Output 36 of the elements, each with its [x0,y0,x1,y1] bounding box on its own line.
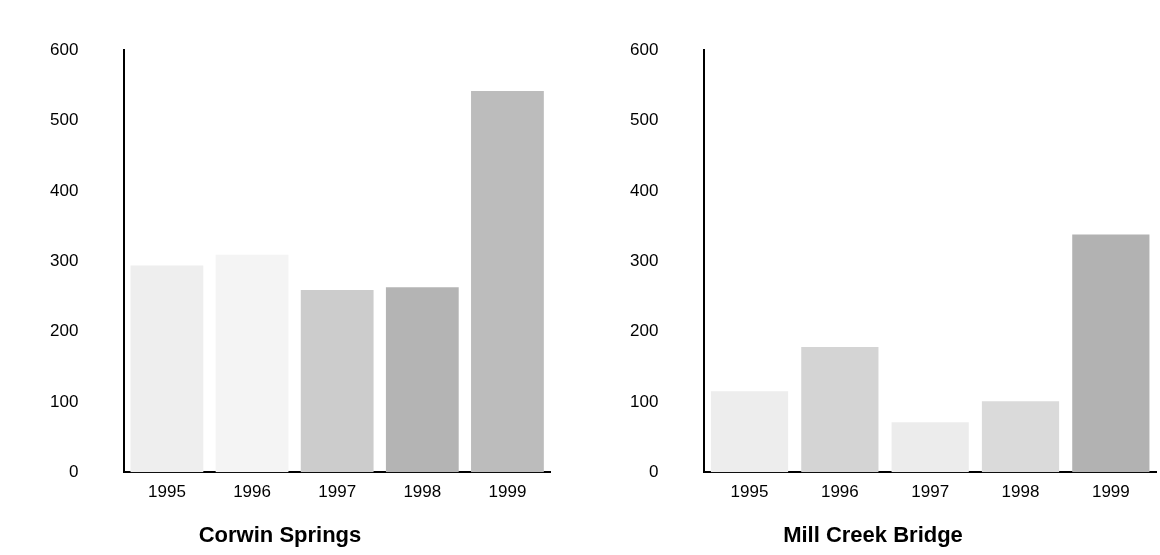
bar [130,265,204,473]
y-tick-label: 300 [49,250,79,270]
bar [300,290,374,473]
bar [1072,234,1150,473]
y-tick-label: 500 [629,110,659,130]
x-tick-label: 1998 [403,482,442,502]
bar [891,422,969,473]
bar [385,287,459,473]
y-tick-label: 300 [629,250,659,270]
text: Corwin Springs [198,521,362,547]
x-tick-label: 1996 [820,482,859,502]
x-tick-label: 1995 [148,482,186,502]
x-tick-label: 1998 [1001,482,1040,502]
y-tick-label: 0 [648,461,659,481]
text: Mill Creek Bridge [783,521,963,547]
bar [471,90,544,473]
y-tick-label: 100 [49,391,79,411]
bar [801,347,879,473]
y-tick-label: 400 [49,180,79,200]
bar [215,254,289,473]
bar [981,401,1060,473]
x-tick-label: 1996 [233,482,271,502]
bar [710,391,789,473]
x-tick-label: 1997 [911,482,950,502]
x-tick-label: 1999 [1091,482,1130,502]
x-tick-label: 1999 [488,482,527,502]
y-tick-label: 200 [629,321,659,341]
x-tick-label: 1997 [318,482,357,502]
y-tick-label: 200 [49,321,79,341]
y-tick-label: 600 [49,39,79,59]
x-tick-label: 1995 [730,482,769,502]
y-tick-label: 500 [49,110,79,130]
y-tick-label: 600 [629,39,659,59]
y-tick-label: 400 [629,180,659,200]
y-tick-label: 0 [68,461,79,481]
y-tick-label: 100 [629,391,659,411]
